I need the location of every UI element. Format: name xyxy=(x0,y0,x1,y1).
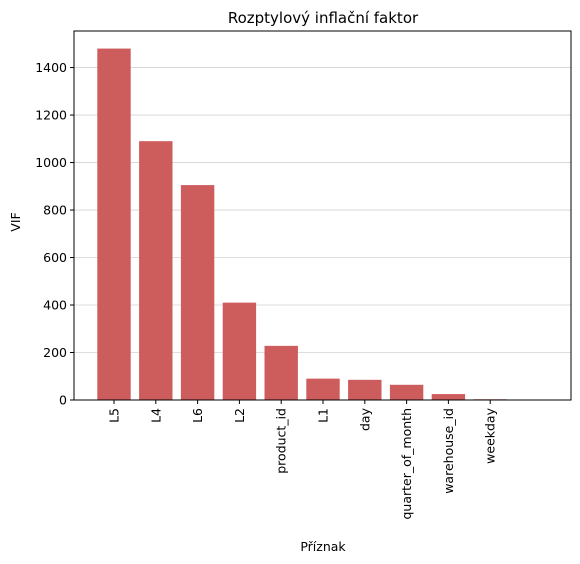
x-tick-label: L6 xyxy=(190,408,205,423)
x-tick-label: L1 xyxy=(316,408,331,423)
y-tick-label: 600 xyxy=(43,250,67,265)
bar-L1 xyxy=(306,378,340,400)
x-axis: L5 L4 L6 L2 product_id L1 day quarter_of_month w… xyxy=(107,400,498,520)
bar-day xyxy=(348,379,382,400)
y-tick-label: 1400 xyxy=(35,60,67,75)
x-tick-label: day xyxy=(357,407,372,431)
bar-quarter_of_month xyxy=(389,384,424,400)
bar-warehouse_id xyxy=(431,394,466,400)
x-tick-label: L5 xyxy=(107,408,122,423)
y-tick-label: 1000 xyxy=(35,155,67,170)
y-tick-label: 800 xyxy=(43,203,67,218)
y-tick-label: 400 xyxy=(43,298,67,313)
y-tick-label: 200 xyxy=(43,345,67,360)
x-tick-label: product_id xyxy=(274,408,289,474)
y-axis-title: VIF xyxy=(8,212,23,231)
x-axis-title: Příznak xyxy=(300,539,346,554)
chart-title: Rozptylový inflační faktor xyxy=(228,9,419,27)
bar-L5 xyxy=(97,48,131,400)
bar-L6 xyxy=(180,185,215,400)
x-tick-label: L2 xyxy=(232,408,247,423)
x-tick-label: weekday xyxy=(483,407,498,463)
y-axis: 0 200 400 600 800 1000 1200 1400 xyxy=(35,60,74,408)
bars xyxy=(97,48,507,400)
x-tick-label: quarter_of_month xyxy=(399,408,414,520)
bar-L4 xyxy=(139,141,173,400)
bar-product_id xyxy=(264,345,298,400)
x-tick-label: L4 xyxy=(148,408,163,423)
bar-L2 xyxy=(222,302,257,400)
y-tick-label: 0 xyxy=(59,393,67,408)
y-tick-label: 1200 xyxy=(35,108,67,123)
x-tick-label: warehouse_id xyxy=(441,408,456,494)
